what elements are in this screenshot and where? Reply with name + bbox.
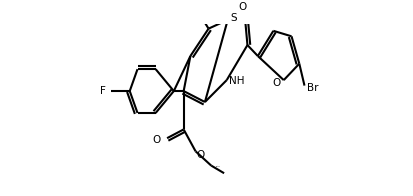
Text: NH: NH <box>228 76 244 86</box>
Text: F: F <box>100 86 105 96</box>
Text: methyl: methyl <box>215 165 220 167</box>
Text: S: S <box>229 13 236 23</box>
Text: O: O <box>196 150 204 160</box>
Text: O: O <box>272 78 280 88</box>
Text: O: O <box>152 135 160 145</box>
Text: O: O <box>238 2 246 12</box>
Text: Br: Br <box>306 83 317 93</box>
